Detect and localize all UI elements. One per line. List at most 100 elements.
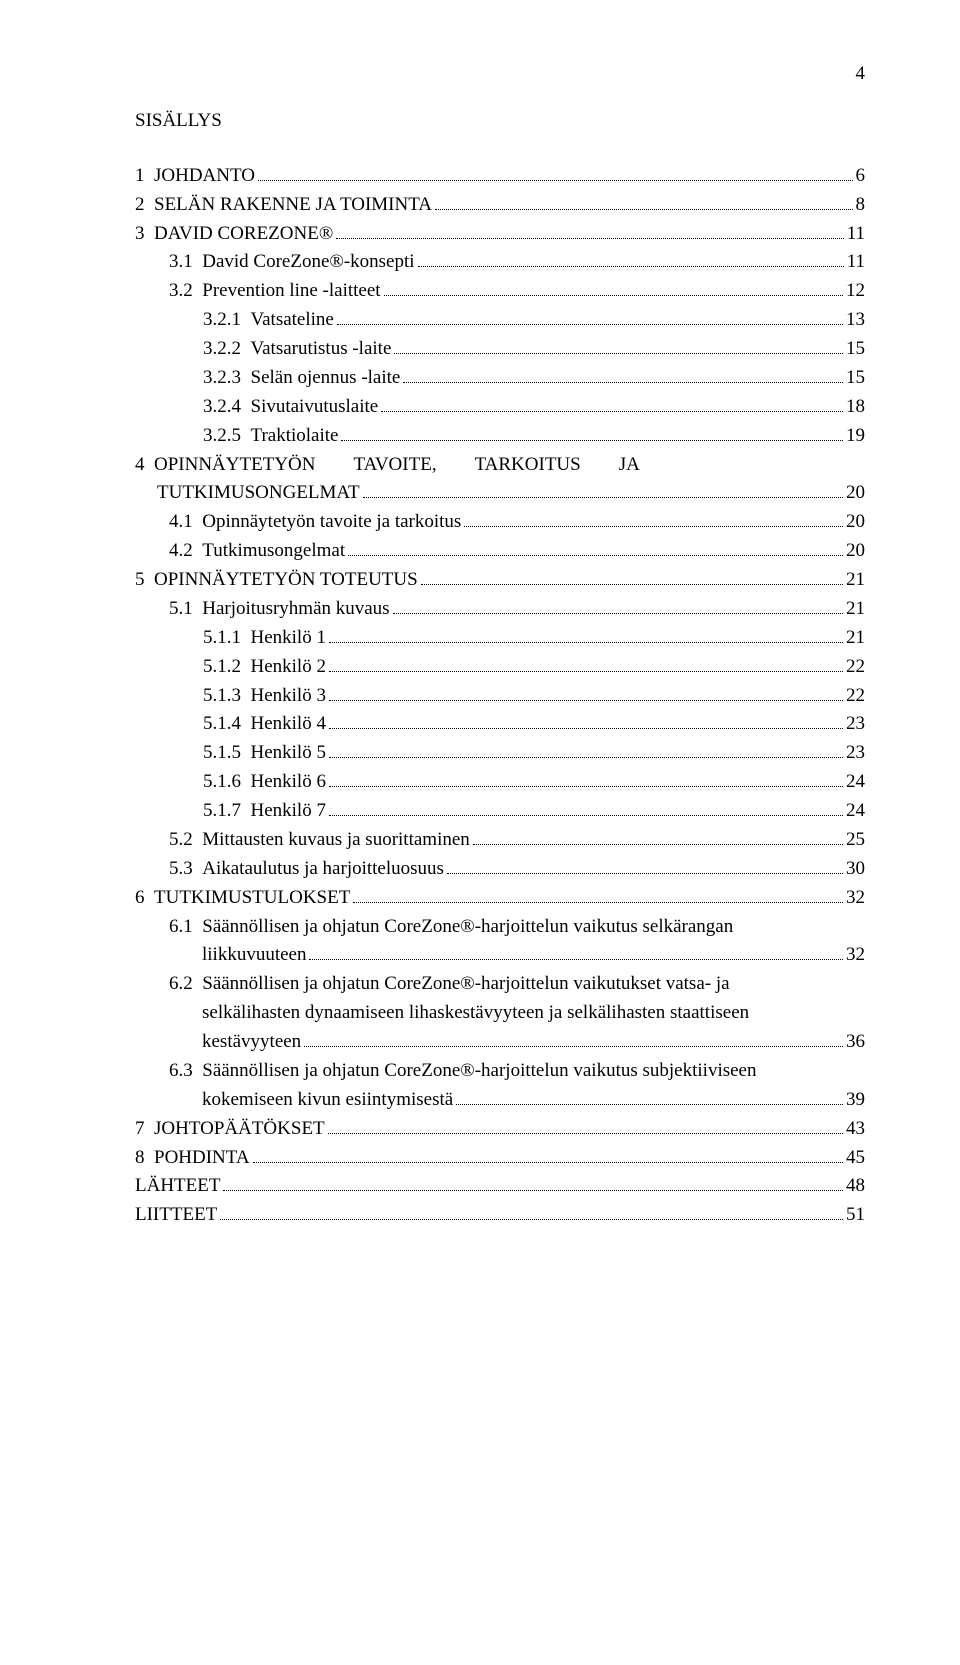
toc-entry-page: 45 xyxy=(846,1144,865,1173)
toc-entry-label: 5.1.7 Henkilö 7 xyxy=(203,797,326,826)
toc-leader-dots xyxy=(348,555,843,556)
toc-leader-dots xyxy=(328,1133,843,1134)
toc-entry-page: 22 xyxy=(846,653,865,682)
toc-entry: LIITTEET 51 xyxy=(135,1201,865,1230)
toc-entry-line: 6.1 Säännöllisen ja ohjatun CoreZone®-ha… xyxy=(169,913,865,942)
toc-entry-label: 4.2 Tutkimusongelmat xyxy=(169,537,345,566)
toc-entry: 7 JOHTOPÄÄTÖKSET43 xyxy=(135,1115,865,1144)
toc-leader-dots xyxy=(329,815,843,816)
toc-entry-page: 21 xyxy=(846,624,865,653)
toc-entry-label: 5.1.3 Henkilö 3 xyxy=(203,682,326,711)
toc-entry-label: 5.1.6 Henkilö 6 xyxy=(203,768,326,797)
toc-entry-page: 32 xyxy=(846,884,865,913)
toc-entry: 6.1 Säännöllisen ja ohjatun CoreZone®-ha… xyxy=(169,913,865,971)
toc-leader-dots xyxy=(341,440,843,441)
toc-leader-dots xyxy=(329,700,843,701)
toc-entry: 6.3 Säännöllisen ja ohjatun CoreZone®-ha… xyxy=(169,1057,865,1115)
toc-entry: 4.2 Tutkimusongelmat 20 xyxy=(169,537,865,566)
toc-leader-dots xyxy=(464,526,843,527)
toc-entry: 5.1 Harjoitusryhmän kuvaus21 xyxy=(169,595,865,624)
toc-entry: LÄHTEET48 xyxy=(135,1172,865,1201)
toc-entry-page: 25 xyxy=(846,826,865,855)
toc-entry-label: 3.2.2 Vatsarutistus -laite xyxy=(203,335,391,364)
toc-entry-page: 48 xyxy=(846,1172,865,1201)
toc-leader-dots xyxy=(418,266,844,267)
toc-entry-page: 51 xyxy=(846,1201,865,1230)
toc-leader-dots xyxy=(329,671,843,672)
toc-entry-page: 22 xyxy=(846,682,865,711)
toc-entry: 4.1 Opinnäytetyön tavoite ja tarkoitus20 xyxy=(169,508,865,537)
toc-entry-label: TUTKIMUSONGELMAT xyxy=(157,479,360,508)
toc-entry-page: 15 xyxy=(846,364,865,393)
toc-entry-page: 32 xyxy=(846,941,865,970)
toc-entry: 5.2 Mittausten kuvaus ja suorittaminen 25 xyxy=(169,826,865,855)
toc-leader-dots xyxy=(447,873,843,874)
toc-entry-label: 5.3 Aikataulutus ja harjoitteluosuus xyxy=(169,855,444,884)
toc-entry-page: 8 xyxy=(856,191,866,220)
toc-entry: 3.2 Prevention line -laitteet 12 xyxy=(169,277,865,306)
toc-leader-dots xyxy=(421,584,843,585)
toc-entry: 5.1.6 Henkilö 6 24 xyxy=(203,768,865,797)
toc-leader-dots xyxy=(384,295,843,296)
toc-entry-label: 2 SELÄN RAKENNE JA TOIMINTA xyxy=(135,191,432,220)
toc-entry-page: 12 xyxy=(846,277,865,306)
toc-entry: 5.1.4 Henkilö 4 23 xyxy=(203,710,865,739)
toc-entry: 4 OPINNÄYTETYÖN TAVOITE, TARKOITUS JATUT… xyxy=(135,451,865,509)
toc-entry: 5.3 Aikataulutus ja harjoitteluosuus 30 xyxy=(169,855,865,884)
toc-entry: 8 POHDINTA 45 xyxy=(135,1144,865,1173)
toc-entry-label: kestävyyteen xyxy=(202,1028,301,1057)
toc-leader-dots xyxy=(329,728,843,729)
toc-entry-page: 23 xyxy=(846,710,865,739)
toc-entry-page: 18 xyxy=(846,393,865,422)
toc-leader-dots xyxy=(220,1219,843,1220)
toc-entry-page: 20 xyxy=(846,479,865,508)
toc-entry: 5.1.5 Henkilö 5 23 xyxy=(203,739,865,768)
toc-entry-line: 6.3 Säännöllisen ja ohjatun CoreZone®-ha… xyxy=(169,1057,865,1086)
toc-entry-page: 30 xyxy=(846,855,865,884)
toc-entry: 3.2.4 Sivutaivutuslaite 18 xyxy=(203,393,865,422)
toc-entry-page: 23 xyxy=(846,739,865,768)
toc-leader-dots xyxy=(304,1046,843,1047)
toc-leader-dots xyxy=(456,1104,843,1105)
toc-entry-label: 5.1 Harjoitusryhmän kuvaus xyxy=(169,595,390,624)
toc-leader-dots xyxy=(381,411,843,412)
toc-entry-label: 6 TUTKIMUSTULOKSET xyxy=(135,884,350,913)
toc-entry: 5.1.3 Henkilö 3 22 xyxy=(203,682,865,711)
toc-leader-dots xyxy=(363,497,843,498)
toc-entry-label: 3.2.4 Sivutaivutuslaite xyxy=(203,393,378,422)
toc-entry-label: 8 POHDINTA xyxy=(135,1144,250,1173)
document-page: 4 SISÄLLYS 1 JOHDANTO62 SELÄN RAKENNE JA… xyxy=(0,0,960,1290)
toc-leader-dots xyxy=(329,786,843,787)
toc-entry-page: 21 xyxy=(846,566,865,595)
toc-entry-page: 20 xyxy=(846,537,865,566)
toc-entry-label: LIITTEET xyxy=(135,1201,217,1230)
toc-entry-page: 11 xyxy=(847,220,865,249)
toc-entry-line: selkälihasten dynaamiseen lihaskestävyyt… xyxy=(169,999,865,1028)
toc-entry: 5 OPINNÄYTETYÖN TOTEUTUS 21 xyxy=(135,566,865,595)
toc-leader-dots xyxy=(253,1162,843,1163)
toc-entry: 5.1.2 Henkilö 222 xyxy=(203,653,865,682)
toc-entry-label: 3.2 Prevention line -laitteet xyxy=(169,277,381,306)
toc-entry: 3 DAVID COREZONE®11 xyxy=(135,220,865,249)
toc-entry-page: 24 xyxy=(846,768,865,797)
toc-entry: 6 TUTKIMUSTULOKSET 32 xyxy=(135,884,865,913)
toc-entry-label: 5.1.4 Henkilö 4 xyxy=(203,710,326,739)
toc-leader-dots xyxy=(309,959,843,960)
toc-entry-label: 3.2.5 Traktiolaite xyxy=(203,422,338,451)
toc-entry-line: 4 OPINNÄYTETYÖN TAVOITE, TARKOITUS JA xyxy=(135,451,865,480)
toc-entry-label: 5.1.5 Henkilö 5 xyxy=(203,739,326,768)
toc-entry-label: 5.2 Mittausten kuvaus ja suorittaminen xyxy=(169,826,470,855)
toc-entry-label: kokemiseen kivun esiintymisestä xyxy=(202,1086,453,1115)
toc-entry-label: 5 OPINNÄYTETYÖN TOTEUTUS xyxy=(135,566,418,595)
toc-entry: 3.2.5 Traktiolaite19 xyxy=(203,422,865,451)
toc-entry: 5.1.1 Henkilö 121 xyxy=(203,624,865,653)
toc-entry: 3.2.2 Vatsarutistus -laite15 xyxy=(203,335,865,364)
toc-entry-page: 13 xyxy=(846,306,865,335)
toc-entry: 3.2.1 Vatsateline13 xyxy=(203,306,865,335)
toc-entry-label: 3.2.3 Selän ojennus -laite xyxy=(203,364,400,393)
toc-entry-line: 6.2 Säännöllisen ja ohjatun CoreZone®-ha… xyxy=(169,970,865,999)
toc-entry: 1 JOHDANTO6 xyxy=(135,162,865,191)
toc-title: SISÄLLYS xyxy=(135,107,865,136)
toc-entry: 3.1 David CoreZone®-konsepti11 xyxy=(169,248,865,277)
toc-entry: 5.1.7 Henkilö 724 xyxy=(203,797,865,826)
